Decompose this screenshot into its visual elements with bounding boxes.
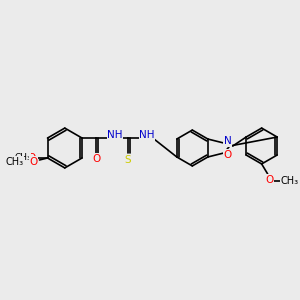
Text: O: O xyxy=(29,157,38,167)
Text: O: O xyxy=(27,153,36,163)
Text: O: O xyxy=(266,175,274,185)
Text: N: N xyxy=(224,136,232,146)
Text: CH₃: CH₃ xyxy=(14,154,31,163)
Text: O: O xyxy=(93,154,101,164)
Text: NH: NH xyxy=(107,130,123,140)
Text: CH₃: CH₃ xyxy=(6,157,24,167)
Text: CH₃: CH₃ xyxy=(280,176,298,186)
Text: S: S xyxy=(124,155,131,165)
Text: O: O xyxy=(224,150,232,160)
Text: NH: NH xyxy=(139,130,154,140)
